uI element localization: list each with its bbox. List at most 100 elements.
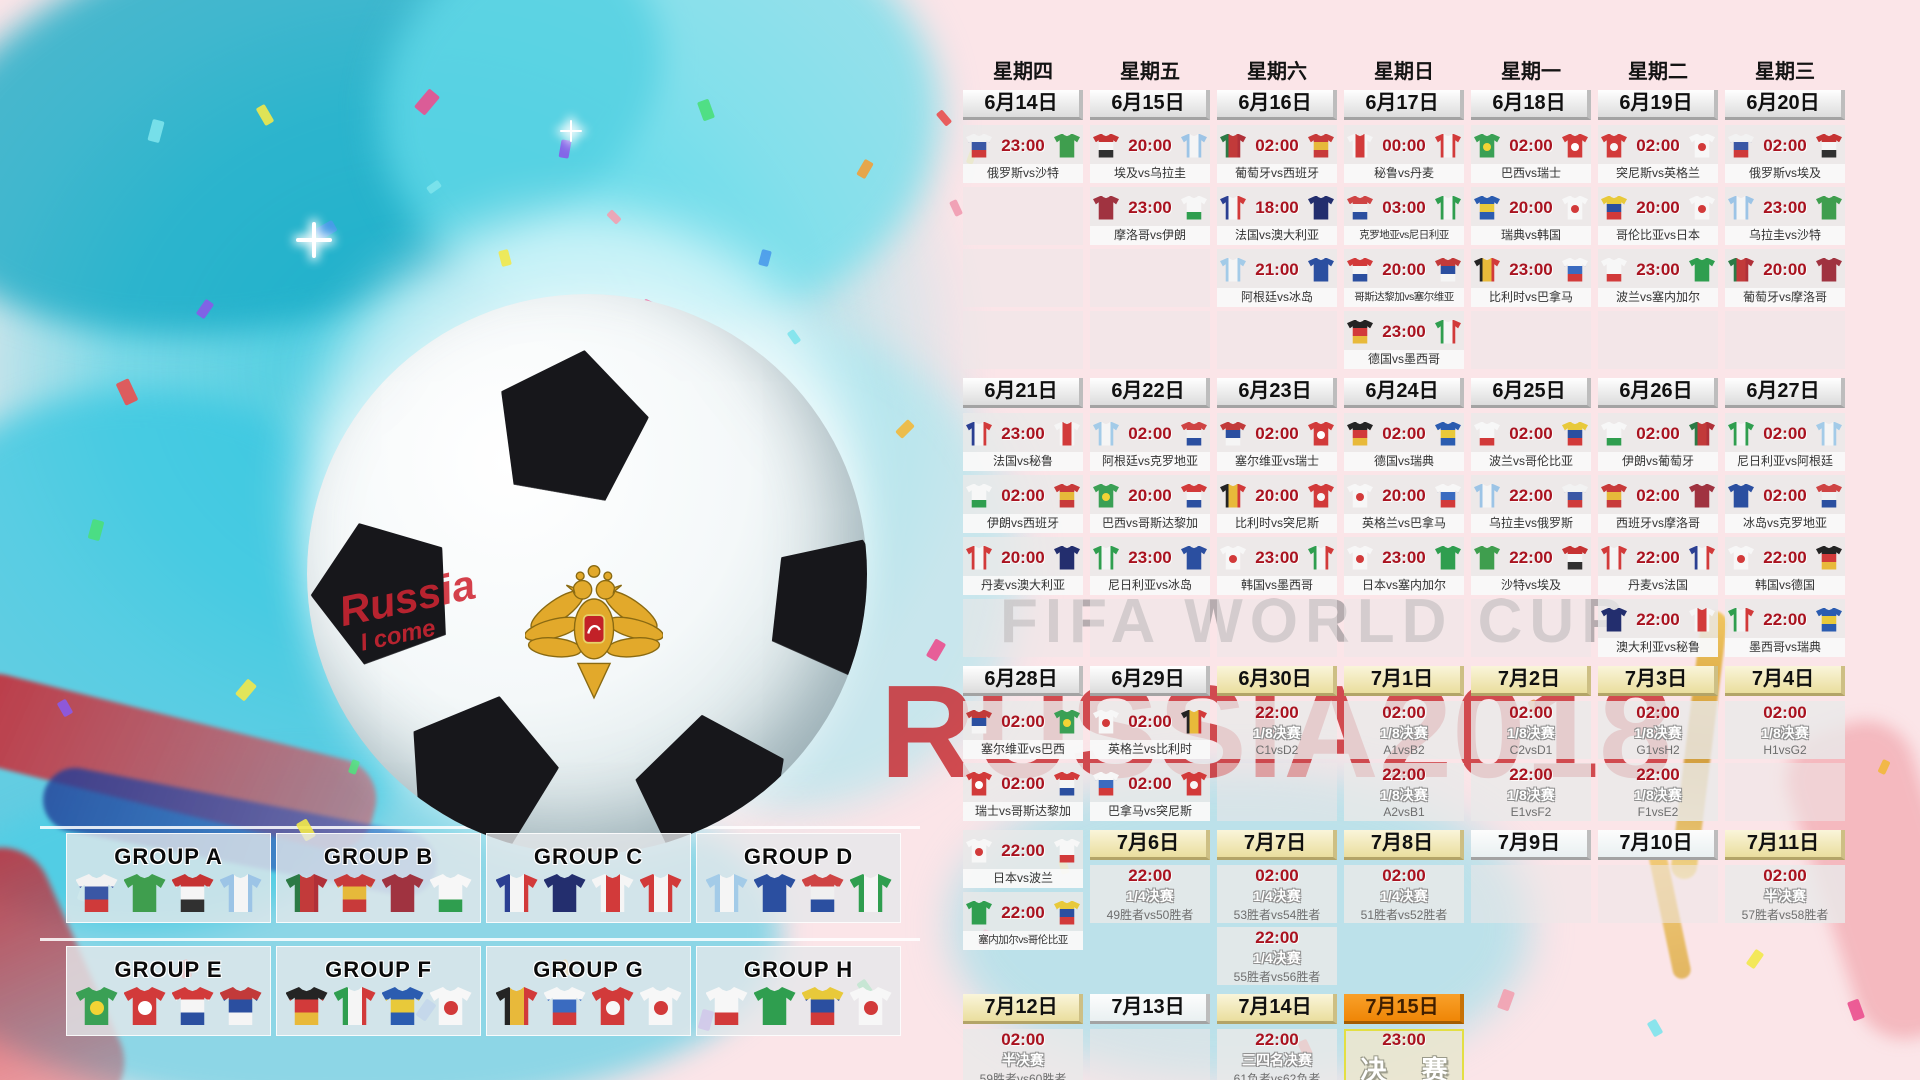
match-time: 20:00: [1763, 259, 1807, 279]
calendar-column: 7月11日 02:00 半决赛 57胜者vs58胜者: [1725, 830, 1845, 927]
confetti-piece: [56, 698, 74, 718]
jersey-icon-egypt: [1093, 133, 1119, 158]
jersey-icon-saudi: [1815, 195, 1842, 220]
jersey-icon-nigeria: [849, 874, 892, 912]
match-cell: 22:00 韩国vs德国: [1725, 537, 1845, 595]
date-box: 6月22日: [1090, 378, 1210, 408]
match-label: 突尼斯vs英格兰: [1598, 164, 1718, 183]
jersey-icon-france: [495, 874, 538, 912]
calendar-column: 6月29日 02:00 英格兰vs比利时 02:00 巴拿马vs突尼斯: [1090, 666, 1210, 825]
date-box: 7月10日: [1598, 830, 1718, 860]
jersey-icon-brazil: [1474, 133, 1500, 158]
date-box: 6月29日: [1090, 666, 1210, 696]
knockout-cell: 02:00 半决赛 59胜者vs60胜者: [963, 1029, 1083, 1080]
match-row: 23:00: [1090, 537, 1210, 576]
match-cell: 22:00 澳大利亚vs秘鲁: [1598, 599, 1718, 657]
match-label: 日本vs塞内加尔: [1344, 576, 1464, 595]
calendar-column: 7月1日 02:00 1/8决赛 A1vsB2 22:00 1/8决赛 A2vsB1: [1344, 666, 1464, 825]
match-row: 02:00: [1217, 125, 1337, 164]
jersey-icon-belgium: [1220, 483, 1246, 508]
calendar-column: 6月20日 02:00 俄罗斯vs埃及 23:00 乌拉圭vs沙特 20:00 葡萄牙vs摩…: [1725, 90, 1845, 373]
jersey-icon-korea: [1561, 195, 1588, 220]
match-cell: 02:00 德国vs瑞典: [1344, 413, 1464, 471]
empty-cell: [963, 187, 1083, 245]
ball-pentagon: [486, 337, 659, 506]
jersey-badge: [1316, 430, 1325, 439]
knockout-time: 22:00: [1255, 703, 1299, 722]
group-name: GROUP B: [323, 844, 434, 869]
empty-cell: [1090, 1029, 1210, 1080]
calendar-column: 22:00 日本vs波兰 22:00 塞内加尔vs哥伦比亚: [963, 830, 1083, 954]
match-row: 23:00: [1725, 187, 1845, 226]
knockout-stage: 三四名决赛: [1242, 1051, 1312, 1068]
match-time: 02:00: [1636, 485, 1680, 505]
match-cell: 20:00 丹麦vs澳大利亚: [963, 537, 1083, 595]
confetti-piece: [758, 248, 772, 268]
jersey-icon-costarica: [171, 987, 214, 1025]
date-box: 6月30日: [1217, 666, 1337, 696]
match-row: 02:00: [1471, 413, 1591, 452]
date-box: 6月23日: [1217, 378, 1337, 408]
match-label: 尼日利亚vs冰岛: [1090, 576, 1210, 595]
knockout-cell: 02:00 半决赛 57胜者vs58胜者: [1725, 865, 1845, 923]
match-row: 20:00: [1090, 475, 1210, 514]
match-label: 法国vs秘鲁: [963, 452, 1083, 471]
group-name: GROUP H: [743, 957, 854, 982]
jersey-icon-saudi: [123, 874, 166, 912]
calendar-column: 6月16日 02:00 葡萄牙vs西班牙 18:00 法国vs澳大利亚 21:00 阿根廷v…: [1217, 90, 1337, 373]
jersey-icon-iceland: [1307, 257, 1334, 282]
match-time: 02:00: [1636, 135, 1680, 155]
match-row: 23:00: [1217, 537, 1337, 576]
jersey-icon-denmark: [966, 545, 992, 570]
match-label: 沙特vs埃及: [1471, 576, 1591, 595]
jersey-icon-iran: [1180, 195, 1207, 220]
empty-cell: [1344, 599, 1464, 657]
weekday-label: 星期六: [1247, 61, 1307, 83]
date-box: 6月28日: [963, 666, 1083, 696]
match-time: 23:00: [1382, 547, 1426, 567]
confetti-piece: [87, 518, 105, 542]
calendar-column: 7月6日 22:00 1/4决赛 49胜者vs50胜者: [1090, 830, 1210, 927]
calendar-column: 7月13日: [1090, 994, 1210, 1080]
match-time: 02:00: [1255, 135, 1299, 155]
jersey-badge: [1102, 718, 1110, 727]
jersey-icon-japan: [849, 987, 892, 1025]
knockout-time: 22:00: [1636, 765, 1680, 784]
jersey-icon-portugal: [285, 874, 328, 912]
match-row: 02:00: [1725, 125, 1845, 164]
date-box: 6月18日: [1471, 90, 1591, 120]
match-time: 23:00: [1001, 423, 1045, 443]
date-box: 7月12日: [963, 994, 1083, 1024]
match-cell: 02:00 葡萄牙vs西班牙: [1217, 125, 1337, 183]
jersey-badge: [1062, 718, 1071, 727]
calendar-column: 7月8日 02:00 1/4决赛 51胜者vs52胜者: [1344, 830, 1464, 927]
knockout-cell: 22:00 1/4决赛 55胜者vs56胜者: [1217, 927, 1337, 985]
date-box: 7月7日: [1217, 830, 1337, 860]
date-box: 6月26日: [1598, 378, 1718, 408]
jersey-icon-france: [1220, 195, 1246, 220]
confetti-piece: [696, 98, 716, 122]
jersey-badge: [1610, 142, 1618, 151]
date-box: 6月15日: [1090, 90, 1210, 120]
jersey-icon-serbia: [966, 709, 992, 734]
jersey-icon-korea: [429, 987, 472, 1025]
match-time: 23:00: [1001, 135, 1045, 155]
match-label: 巴西vs瑞士: [1471, 164, 1591, 183]
jersey-badge: [1229, 554, 1237, 563]
jersey-icon-serbia: [1434, 257, 1461, 282]
match-row: 22:00: [1725, 599, 1845, 638]
sparkle-star-icon: [296, 222, 332, 258]
jersey-icon-sweden: [381, 987, 424, 1025]
match-label: 俄罗斯vs埃及: [1725, 164, 1845, 183]
match-time: 21:00: [1255, 259, 1299, 279]
match-time: 23:00: [1128, 197, 1172, 217]
match-label: 冰岛vs克罗地亚: [1725, 514, 1845, 533]
match-time: 02:00: [1763, 135, 1807, 155]
match-row: 20:00: [1598, 187, 1718, 226]
weekday-label: 星期日: [1374, 61, 1434, 83]
knockout-label: A1vsB2: [1383, 743, 1425, 757]
match-label: 英格兰vs比利时: [1090, 740, 1210, 759]
jersey-icon-iceland: [1180, 545, 1207, 570]
match-time: 20:00: [1636, 197, 1680, 217]
jersey-icon-panama: [543, 987, 586, 1025]
